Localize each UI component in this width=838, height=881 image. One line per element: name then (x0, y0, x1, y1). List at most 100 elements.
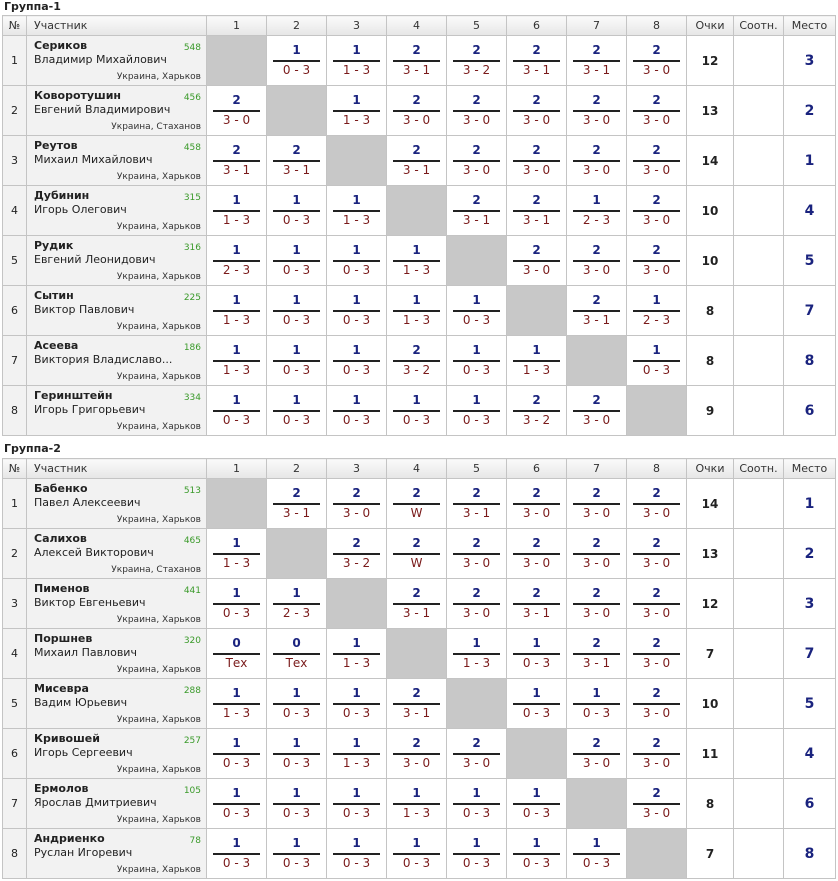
result-cell[interactable]: 2 3 - 0 (506, 528, 567, 579)
result-cell[interactable]: 2 3 - 0 (446, 85, 507, 136)
result-cell[interactable]: 1 0 - 3 (206, 728, 267, 779)
player-cell[interactable]: Сериков Владимир Михайлович 548 Украина, Ха… (26, 35, 207, 86)
player-surname[interactable]: Кривошей (34, 732, 100, 745)
result-cell[interactable]: 1 0 - 3 (266, 778, 327, 829)
result-cell[interactable]: 1 0 - 3 (266, 385, 327, 436)
column-header[interactable]: Место (783, 458, 836, 479)
result-cell[interactable]: 1 0 - 3 (446, 335, 507, 386)
result-cell[interactable]: 1 0 - 3 (266, 828, 327, 879)
player-surname[interactable]: Бабенко (34, 482, 88, 495)
result-cell[interactable]: 1 0 - 3 (446, 778, 507, 829)
result-cell[interactable]: 1 0 - 3 (266, 285, 327, 336)
column-header[interactable]: 4 (386, 458, 447, 479)
result-cell[interactable]: 2 3 - 0 (566, 478, 627, 529)
column-header[interactable]: Участник (26, 458, 207, 479)
result-cell[interactable]: 2 3 - 0 (506, 135, 567, 186)
result-cell[interactable]: 1 0 - 3 (206, 385, 267, 436)
result-cell[interactable]: 2 3 - 0 (626, 678, 687, 729)
result-cell[interactable]: 1 1 - 3 (506, 335, 567, 386)
column-header[interactable]: Соотн. (733, 458, 784, 479)
result-cell[interactable]: 2 3 - 0 (626, 478, 687, 529)
result-cell[interactable]: 1 0 - 3 (206, 778, 267, 829)
result-cell[interactable]: 2 3 - 0 (626, 528, 687, 579)
result-cell[interactable]: 2 3 - 1 (446, 478, 507, 529)
result-cell[interactable]: 1 1 - 3 (326, 185, 387, 236)
column-header[interactable]: 2 (266, 15, 327, 36)
result-cell[interactable]: 1 0 - 3 (326, 285, 387, 336)
result-cell[interactable]: 2 3 - 1 (206, 135, 267, 186)
column-header[interactable]: Очки (686, 15, 734, 36)
result-cell[interactable]: 1 0 - 3 (326, 385, 387, 436)
player-cell[interactable]: Пименов Виктор Евгеньевич 441 Украина, Харь… (26, 578, 207, 629)
column-header[interactable]: 5 (446, 458, 507, 479)
player-cell[interactable]: Дубинин Игорь Олегович 315 Украина, Харьков (26, 185, 207, 236)
result-cell[interactable]: 1 0 - 3 (266, 185, 327, 236)
result-cell[interactable]: 2 3 - 2 (326, 528, 387, 579)
result-cell[interactable]: 1 0 - 3 (386, 385, 447, 436)
result-cell[interactable]: 2 3 - 1 (566, 35, 627, 86)
player-surname[interactable]: Сытин (34, 289, 74, 302)
column-header[interactable]: Соотн. (733, 15, 784, 36)
column-header[interactable]: 5 (446, 15, 507, 36)
player-cell[interactable]: Рудик Евгений Леонидович 316 Украина, Харьк… (26, 235, 207, 286)
result-cell[interactable]: 2 3 - 0 (446, 135, 507, 186)
player-cell[interactable]: Сытин Виктор Павлович 225 Украина, Харьков (26, 285, 207, 336)
result-cell[interactable]: 2 3 - 0 (566, 528, 627, 579)
result-cell[interactable]: 2 3 - 1 (506, 35, 567, 86)
player-surname[interactable]: Реутов (34, 139, 78, 152)
result-cell[interactable]: 1 1 - 3 (326, 628, 387, 679)
result-cell[interactable]: 2 3 - 0 (626, 628, 687, 679)
player-surname[interactable]: Рудик (34, 239, 74, 252)
player-cell[interactable]: Ермолов Ярослав Дмитриевич 105 Украина, Хар… (26, 778, 207, 829)
result-cell[interactable]: 2 3 - 0 (206, 85, 267, 136)
result-cell[interactable]: 1 2 - 3 (626, 285, 687, 336)
player-surname[interactable]: Коворотушин (34, 89, 122, 102)
player-cell[interactable]: Геринштейн Игорь Григорьевич 334 Украина, Х… (26, 385, 207, 436)
column-header[interactable]: 1 (206, 15, 267, 36)
result-cell[interactable]: 1 0 - 3 (446, 385, 507, 436)
column-header[interactable]: 7 (566, 15, 627, 36)
player-surname[interactable]: Ермолов (34, 782, 89, 795)
player-surname[interactable]: Салихов (34, 532, 87, 545)
result-cell[interactable]: 2 3 - 0 (506, 235, 567, 286)
player-cell[interactable]: Коворотушин Евгений Владимирович 456 Украин… (26, 85, 207, 136)
result-cell[interactable]: 1 0 - 3 (506, 628, 567, 679)
result-cell[interactable]: 1 0 - 3 (326, 678, 387, 729)
result-cell[interactable]: 2 3 - 0 (566, 385, 627, 436)
column-header[interactable]: 4 (386, 15, 447, 36)
column-header[interactable]: 8 (626, 15, 687, 36)
result-cell[interactable]: 2 3 - 1 (566, 628, 627, 679)
result-cell[interactable]: 2 3 - 0 (446, 578, 507, 629)
result-cell[interactable]: 1 2 - 3 (566, 185, 627, 236)
column-header[interactable]: 7 (566, 458, 627, 479)
result-cell[interactable]: 2 3 - 0 (446, 528, 507, 579)
column-header[interactable]: Место (783, 15, 836, 36)
column-header[interactable]: Участник (26, 15, 207, 36)
result-cell[interactable]: 1 0 - 3 (566, 828, 627, 879)
result-cell[interactable]: 1 0 - 3 (326, 335, 387, 386)
result-cell[interactable]: 2 3 - 1 (386, 678, 447, 729)
result-cell[interactable]: 1 0 - 3 (506, 828, 567, 879)
result-cell[interactable]: 1 0 - 3 (266, 335, 327, 386)
result-cell[interactable]: 2 3 - 2 (446, 35, 507, 86)
result-cell[interactable]: 2 3 - 0 (326, 478, 387, 529)
result-cell[interactable]: 0 Тех (266, 628, 327, 679)
result-cell[interactable]: 1 2 - 3 (206, 235, 267, 286)
result-cell[interactable]: 2 3 - 0 (386, 85, 447, 136)
player-surname[interactable]: Поршнев (34, 632, 93, 645)
result-cell[interactable]: 1 0 - 3 (506, 678, 567, 729)
result-cell[interactable]: 2 3 - 0 (446, 728, 507, 779)
result-cell[interactable]: 2 3 - 0 (386, 728, 447, 779)
result-cell[interactable]: 2 3 - 0 (626, 235, 687, 286)
result-cell[interactable]: 2 3 - 0 (626, 135, 687, 186)
result-cell[interactable]: 1 0 - 3 (266, 678, 327, 729)
player-cell[interactable]: Реутов Михаил Михайлович 458 Украина, Харьк… (26, 135, 207, 186)
player-surname[interactable]: Дубинин (34, 189, 90, 202)
result-cell[interactable]: 1 1 - 3 (206, 678, 267, 729)
result-cell[interactable]: 1 1 - 3 (386, 778, 447, 829)
result-cell[interactable]: 2 3 - 1 (566, 285, 627, 336)
player-cell[interactable]: Бабенко Павел Алексеевич 513 Украина, Харьк… (26, 478, 207, 529)
player-surname[interactable]: Асеева (34, 339, 79, 352)
result-cell[interactable]: 2 3 - 0 (506, 85, 567, 136)
